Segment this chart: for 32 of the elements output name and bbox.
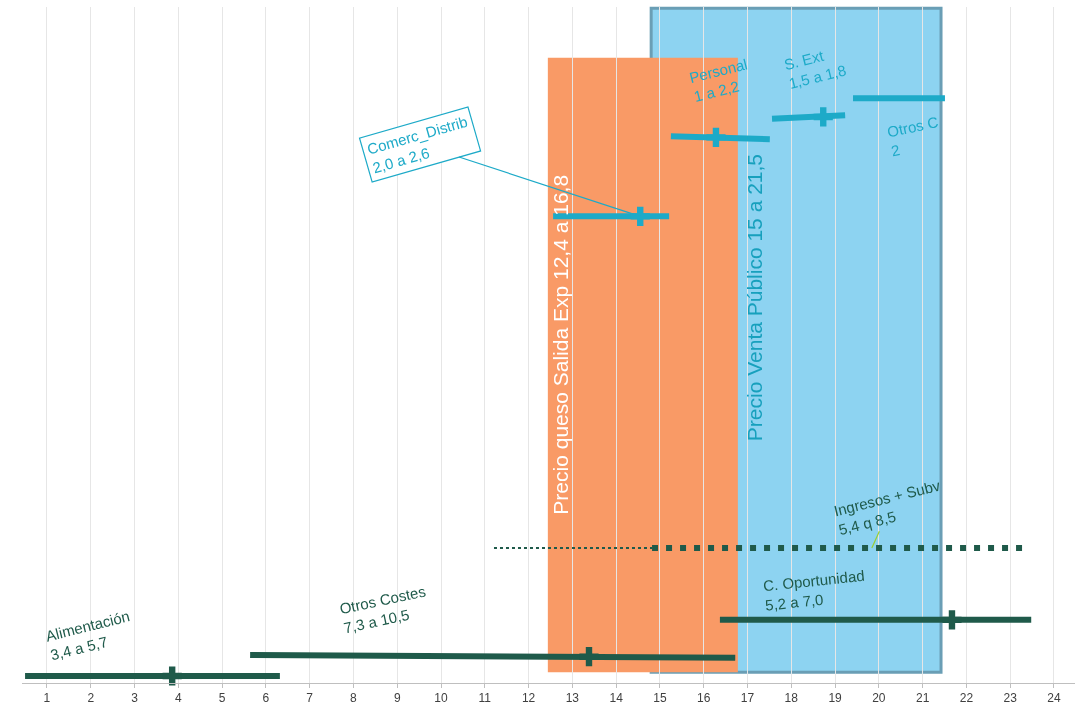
x-tick-label: 21 xyxy=(915,691,930,706)
x-tick-label: 8 xyxy=(350,691,358,706)
x-tick-label: 6 xyxy=(262,691,270,706)
x-tick-label: 24 xyxy=(1047,691,1061,706)
x-tick-label: 11 xyxy=(478,691,492,706)
x-tick-label: 9 xyxy=(393,691,401,706)
x-tick-label: 23 xyxy=(1003,691,1018,706)
x-tick-label: 13 xyxy=(565,691,580,706)
x-tick-label: 3 xyxy=(131,691,139,706)
text: S. Ext 1,5 a 1,8 xyxy=(782,46,848,92)
band-label: Precio queso Salida Exp 12,4 a 16,8 xyxy=(548,174,572,515)
x-tick-label: 2 xyxy=(87,691,95,706)
x-tick-label: 20 xyxy=(872,691,886,706)
x-tick-label: 18 xyxy=(784,691,799,706)
x-tick-label: 7 xyxy=(306,691,314,706)
x-tick-label: 12 xyxy=(521,691,536,706)
x-tick-label: 16 xyxy=(697,691,711,706)
x-tick-label: 22 xyxy=(959,691,974,706)
x-tick-label: 19 xyxy=(828,691,843,706)
annotation: C. Oportunidad 5,2 a 7,0 xyxy=(762,566,866,614)
annotation: Ingresos + Subv 5,4 q 8,5 xyxy=(832,476,943,539)
x-tick-label: 10 xyxy=(434,691,448,706)
x-tick-label: 15 xyxy=(653,691,667,706)
annotation: Personal 1 a 2,2 xyxy=(687,55,750,105)
annotation: Otros Costes 7,3 a 10,5 xyxy=(338,582,428,637)
x-tick-label: 5 xyxy=(218,691,226,706)
x-tick-label: 14 xyxy=(609,691,624,706)
x-tick-label: 17 xyxy=(740,691,755,706)
annotation: Otros C 2 xyxy=(885,113,940,160)
band-label: Precio Venta Público 15 a 21,5 xyxy=(742,153,766,442)
x-tick-label: 1 xyxy=(43,691,51,706)
x-tick-label: 4 xyxy=(174,691,182,706)
